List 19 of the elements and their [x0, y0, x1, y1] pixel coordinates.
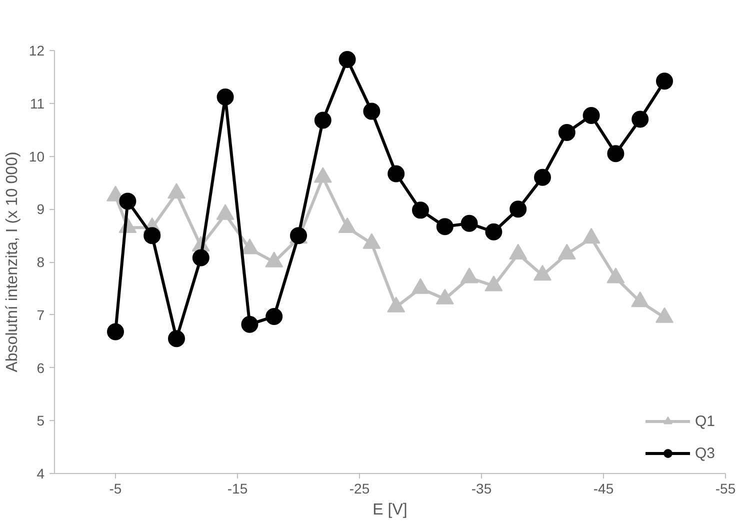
y-axis-title: Absolutní intenzita, I (x 10 000) — [4, 152, 21, 372]
y-tick-label: 9 — [36, 201, 45, 218]
x-tick-label: -45 — [593, 480, 614, 496]
x-axis-title: E [V] — [372, 502, 408, 518]
y-tick-label: 12 — [28, 42, 45, 58]
legend-label: Q3 — [694, 444, 715, 462]
y-tick-label: 11 — [30, 95, 45, 112]
y-tick-label: 10 — [28, 148, 45, 164]
y-tick-label: 6 — [36, 360, 45, 376]
y-tick-label: 4 — [36, 466, 45, 482]
x-tick-label: -25 — [349, 480, 370, 496]
y-tick-label: 7 — [36, 306, 45, 323]
x-tick-label: -55 — [715, 480, 736, 496]
x-tick-label: -15 — [227, 480, 248, 496]
x-tick-label: -35 — [471, 480, 492, 496]
x-tick-label: -5 — [109, 480, 122, 496]
legend-label: Q1 — [694, 412, 715, 430]
y-tick-label: 8 — [36, 254, 45, 270]
y-tick-label: 5 — [36, 412, 45, 429]
